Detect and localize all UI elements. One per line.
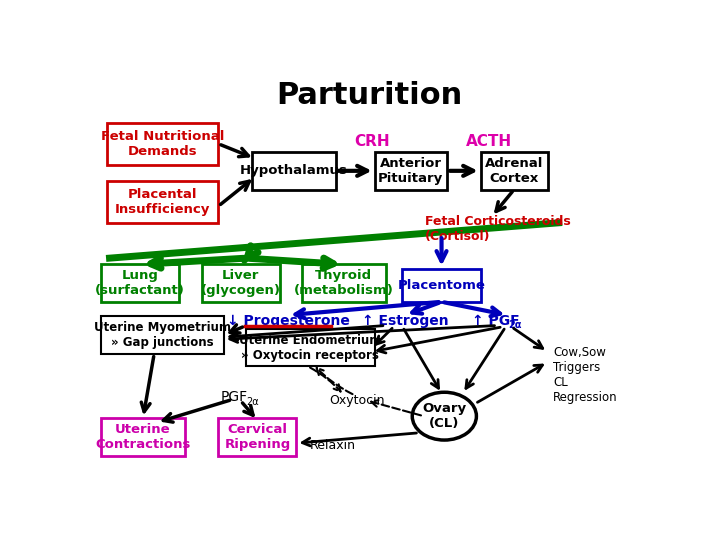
FancyBboxPatch shape (374, 152, 447, 190)
Text: Anterior
Pituitary: Anterior Pituitary (378, 157, 444, 185)
Text: Adrenal
Cortex: Adrenal Cortex (485, 157, 544, 185)
FancyBboxPatch shape (202, 265, 280, 302)
Text: PGF: PGF (220, 390, 248, 404)
FancyBboxPatch shape (481, 152, 547, 190)
FancyBboxPatch shape (246, 329, 374, 366)
Text: Liver
(glycogen): Liver (glycogen) (201, 269, 281, 297)
Text: Parturition: Parturition (276, 82, 462, 111)
Text: Fetal Nutritional
Demands: Fetal Nutritional Demands (101, 130, 224, 158)
FancyBboxPatch shape (101, 418, 185, 456)
Text: ↑ Estrogen: ↑ Estrogen (362, 314, 449, 328)
Text: Cervical
Ripening: Cervical Ripening (224, 423, 291, 451)
Text: Relaxin: Relaxin (310, 439, 356, 452)
FancyBboxPatch shape (218, 418, 297, 456)
Text: Thyroid
(metabolism): Thyroid (metabolism) (294, 269, 394, 297)
Text: Fetal Corticosteroids
(Cortisol): Fetal Corticosteroids (Cortisol) (425, 215, 570, 243)
Text: Placentome: Placentome (397, 279, 485, 292)
Text: ↑ PGF: ↑ PGF (472, 314, 520, 328)
Text: Placental
Insufficiency: Placental Insufficiency (115, 188, 210, 216)
FancyBboxPatch shape (107, 123, 218, 165)
FancyBboxPatch shape (101, 316, 224, 354)
FancyBboxPatch shape (252, 152, 336, 190)
Text: Ovary
(CL): Ovary (CL) (422, 402, 467, 430)
Text: Uterine Myometrium
» Gap junctions: Uterine Myometrium » Gap junctions (94, 321, 231, 349)
Text: Hypothalamus: Hypothalamus (240, 164, 348, 177)
FancyBboxPatch shape (302, 265, 386, 302)
Text: Oxytocin: Oxytocin (329, 394, 384, 407)
Text: Uterine Endometrium
» Oxytocin receptors: Uterine Endometrium » Oxytocin receptors (239, 334, 382, 362)
FancyBboxPatch shape (107, 181, 218, 223)
Text: 2α: 2α (247, 397, 259, 407)
Text: ↓ Progesterone: ↓ Progesterone (227, 314, 349, 328)
Text: Uterine
Contractions: Uterine Contractions (95, 423, 191, 451)
Text: ACTH: ACTH (466, 134, 512, 149)
Text: Cow,Sow
Triggers
CL
Regression: Cow,Sow Triggers CL Regression (553, 346, 618, 403)
Text: Lung
(surfactant): Lung (surfactant) (95, 269, 185, 297)
FancyBboxPatch shape (101, 265, 179, 302)
FancyBboxPatch shape (402, 268, 481, 302)
Ellipse shape (413, 392, 477, 440)
Text: CRH: CRH (354, 134, 390, 149)
Text: 2α: 2α (508, 320, 522, 330)
